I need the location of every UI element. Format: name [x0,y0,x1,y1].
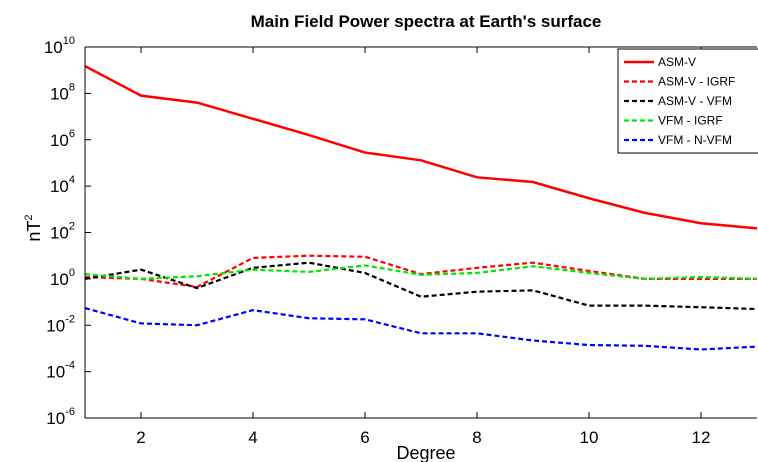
y-axis-label: nT2 [23,214,44,241]
y-tick-label: 106 [50,128,75,150]
y-tick-label: 10-6 [46,406,75,428]
x-tick-label: 10 [580,428,599,447]
x-tick-label: 12 [692,428,711,447]
y-axis-label-exponent: 2 [23,214,35,220]
y-tick-label: 102 [50,221,75,243]
y-tick-label: 108 [50,81,75,103]
series-line-asm-v [85,64,757,230]
series-line-vfm-igrf [85,264,757,280]
series-line-asm-v-igrf [85,254,757,289]
y-tick-label: 1010 [44,35,75,57]
legend-label: VFM - N-VFM [658,133,732,147]
y-axis-label-base: nT [24,221,44,242]
chart-title: Main Field Power spectra at Earth's surf… [251,12,602,31]
x-tick-label: 8 [472,428,481,447]
plot-area [85,64,757,351]
x-tick-label: 4 [248,428,257,447]
axes: 10-6 10-4 10-2 100 102 104 106 108 1010 2 4 6 8 10 12 [44,35,757,447]
series-line-vfm-n-vfm [85,307,757,351]
x-axis-label: Degree [396,443,455,462]
svg-text:nT2: nT2 [23,214,44,241]
legend: ASM-V ASM-V - IGRF ASM-V - VFM VFM - IGRF VF… [617,48,758,154]
legend-label: ASM-V [658,55,696,69]
legend-label: VFM - IGRF [658,114,723,128]
x-tick-label: 6 [360,428,369,447]
legend-label: ASM-V - IGRF [658,75,735,89]
series-line-asm-v-vfm [85,261,757,311]
y-tick-label: 100 [50,267,75,289]
x-tick-label: 2 [136,428,145,447]
y-tick-label: 104 [50,174,75,196]
y-tick-label: 10-2 [46,313,75,335]
legend-label: ASM-V - VFM [658,94,732,108]
y-tick-label: 10-4 [46,360,75,382]
